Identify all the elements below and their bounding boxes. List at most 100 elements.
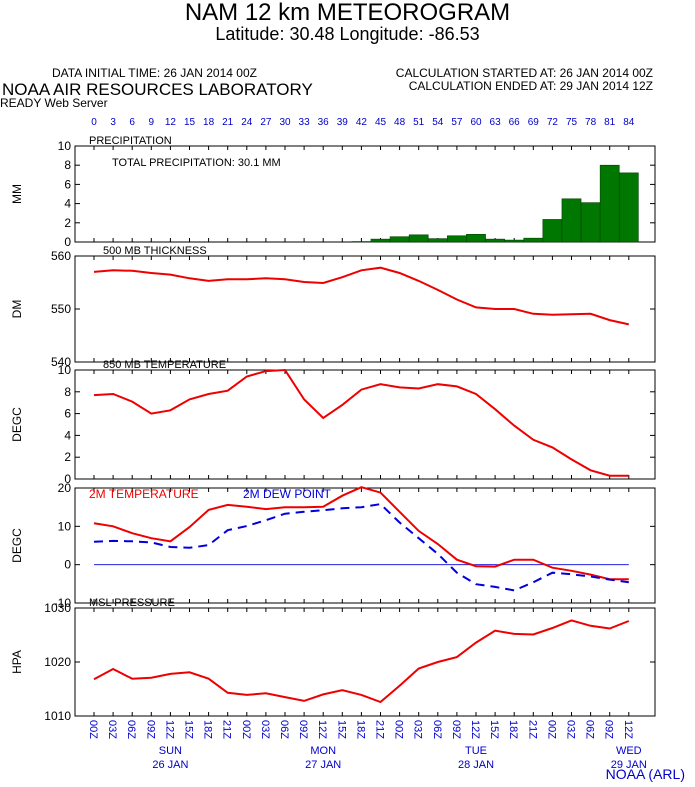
y-tick-label: 6 <box>64 407 71 421</box>
y-tick-label: 1030 <box>44 601 71 615</box>
time-label: 00Z <box>393 720 405 739</box>
time-label: 03Z <box>259 720 271 739</box>
y-tick-label: 20 <box>58 481 72 495</box>
time-label: 00Z <box>545 720 557 739</box>
forecast-hour-label: 42 <box>356 117 368 128</box>
y-tick-label: 8 <box>64 385 71 399</box>
time-label: 09Z <box>297 720 309 739</box>
y-tick-label: 0 <box>64 235 71 249</box>
y-axis-label: HPA <box>10 650 24 674</box>
forecast-hour-label: 78 <box>585 117 597 128</box>
forecast-hour-label: 33 <box>299 117 311 128</box>
time-label: 00Z <box>87 720 99 739</box>
time-label: 15Z <box>488 720 500 739</box>
time-label: 06Z <box>125 720 137 739</box>
credit-label: NOAA (ARL) <box>605 766 685 782</box>
precip-bar <box>523 237 544 243</box>
forecast-hour-label: 0 <box>91 117 97 128</box>
calc-ended-label: CALCULATION ENDED AT: 29 JAN 2014 12Z <box>408 79 653 93</box>
legend-entry: 2M DEW POINT <box>243 487 332 501</box>
time-label: 06Z <box>278 720 290 739</box>
forecast-hour-label: 3 <box>110 117 116 128</box>
precip-bar <box>447 235 467 243</box>
time-label: 18Z <box>507 720 519 739</box>
time-label: 03Z <box>106 720 118 739</box>
time-label: 09Z <box>144 720 156 739</box>
total-precip-annotation: TOTAL PRECIPITATION: 30.1 MM <box>112 157 281 169</box>
forecast-hour-label: 48 <box>394 117 406 128</box>
time-label: 15Z <box>183 720 195 739</box>
y-axis-label: DEGC <box>10 407 24 442</box>
panel-frame <box>74 369 656 480</box>
y-tick-label: 8 <box>64 158 71 172</box>
day-label: MON <box>310 745 336 757</box>
y-tick-label: 10 <box>58 139 72 153</box>
panel-frame <box>74 607 656 717</box>
panel-title: 850 MB TEMPERATURE <box>103 359 226 371</box>
forecast-hour-label: 72 <box>547 117 559 128</box>
time-label: 00Z <box>240 720 252 739</box>
time-label: 21Z <box>526 720 538 739</box>
panel-frame <box>74 255 656 363</box>
forecast-hour-label: 75 <box>566 117 578 128</box>
time-label: 15Z <box>335 720 347 739</box>
y-tick-label: 550 <box>51 302 71 316</box>
date-label: 26 JAN <box>152 759 188 771</box>
forecast-hour-label: 57 <box>451 117 463 128</box>
series-line-2m-dew-point <box>93 503 629 592</box>
precip-bar <box>370 238 391 243</box>
calc-started-label: CALCULATION STARTED AT: 26 JAN 2014 00Z <box>395 66 653 80</box>
precip-bar <box>389 236 410 243</box>
forecast-hour-label: 66 <box>509 117 521 128</box>
time-label: 06Z <box>584 720 596 739</box>
time-label: 12Z <box>469 720 481 739</box>
forecast-hour-label: 54 <box>432 117 444 128</box>
time-label: 18Z <box>354 720 366 739</box>
y-tick-label: 2 <box>64 450 71 464</box>
precip-bar <box>599 164 620 243</box>
panel-title: PRECIPITATION <box>89 135 172 147</box>
forecast-hour-label: 24 <box>241 117 253 128</box>
legend-entry: 2M TEMPERATURE <box>89 487 199 501</box>
lab-name: NOAA AIR RESOURCES LABORATORY <box>2 80 313 99</box>
day-label: TUE <box>465 745 487 757</box>
series-line-1 <box>93 266 630 326</box>
y-tick-label: 10 <box>58 363 72 377</box>
forecast-hour-label: 9 <box>149 117 155 128</box>
forecast-hour-label: 18 <box>203 117 215 128</box>
precip-bar <box>408 234 429 243</box>
forecast-hour-label: 51 <box>413 117 425 128</box>
forecast-hour-label: 63 <box>490 117 502 128</box>
time-label: 21Z <box>374 720 386 739</box>
forecast-hour-label: 21 <box>222 117 234 128</box>
time-label: 06Z <box>431 720 443 739</box>
initial-time-label: DATA INITIAL TIME: 26 JAN 2014 00Z <box>52 66 257 80</box>
time-label: 18Z <box>202 720 214 739</box>
forecast-hour-label: 60 <box>470 117 482 128</box>
time-label: 12Z <box>316 720 328 739</box>
forecast-hour-label: 30 <box>279 117 291 128</box>
y-tick-label: 560 <box>51 249 71 263</box>
forecast-hour-label: 12 <box>165 117 177 128</box>
day-label: WED <box>616 745 642 757</box>
precip-bar <box>618 172 639 243</box>
date-label: 29 JAN <box>611 759 647 771</box>
date-label: 27 JAN <box>305 759 341 771</box>
y-tick-label: 6 <box>64 177 71 191</box>
panel-title: MSL PRESSURE <box>89 597 175 609</box>
time-label: 09Z <box>603 720 615 739</box>
time-label: 09Z <box>450 720 462 739</box>
forecast-hour-label: 81 <box>604 117 616 128</box>
y-tick-label: 2 <box>64 216 71 230</box>
series-line-2m-temperature <box>93 486 629 581</box>
y-tick-label: 540 <box>51 355 71 369</box>
precip-bar <box>466 234 486 243</box>
forecast-hour-label: 45 <box>375 117 387 128</box>
forecast-hour-label: 27 <box>260 117 272 128</box>
y-axis-label: DM <box>10 300 24 319</box>
y-tick-label: -10 <box>54 596 72 610</box>
page-title: NAM 12 km METEOROGRAM <box>184 0 511 26</box>
y-tick-label: 1020 <box>44 655 71 669</box>
y-tick-label: 10 <box>58 519 72 533</box>
